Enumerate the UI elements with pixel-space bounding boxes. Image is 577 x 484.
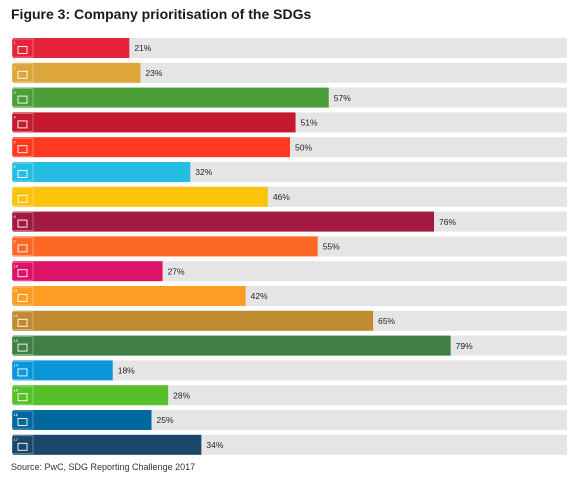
sdg-14-icon (11, 361, 34, 380)
bar-sdg-11 (13, 286, 246, 306)
sdg-13-glyph-icon (17, 343, 28, 352)
bar-value-label: 23% (145, 68, 162, 78)
sdg-12-icon (11, 311, 34, 331)
sdg-goal-number: 3 (14, 90, 17, 95)
sdg-goal-number: 15 (14, 387, 19, 392)
sdg-goal-number: 17 (14, 437, 19, 442)
bar-value-label: 32% (195, 167, 212, 177)
sdg-10-icon (11, 261, 34, 281)
sdg-6-icon (11, 162, 34, 182)
sdg-16-icon (11, 410, 34, 430)
sdg-5-icon (11, 137, 34, 157)
bar-sdg-3 (13, 87, 329, 108)
sdg-goal-number: 13 (14, 338, 19, 343)
bar-sdg-9 (13, 236, 318, 257)
sdg-17-glyph-icon (17, 442, 28, 451)
bar-value-label: 25% (157, 415, 174, 425)
bar-track-sdg-2 (13, 62, 567, 83)
bar-sdg-8 (13, 211, 435, 232)
sdg-goal-number: 12 (14, 313, 19, 318)
bar-sdg-2 (13, 62, 141, 83)
bar-sdg-1 (13, 38, 130, 58)
sdg-goal-number: 4 (14, 115, 17, 120)
source-note: Source: PwC, SDG Reporting Challenge 201… (11, 462, 196, 472)
sdg-1-icon (11, 38, 34, 58)
bar-sdg-17 (13, 434, 202, 455)
sdg-goal-number: 11 (14, 288, 19, 293)
bar-sdg-12 (13, 310, 374, 331)
bar-sdg-14 (13, 360, 113, 381)
sdg-16-glyph-icon (17, 418, 28, 426)
sdg-goal-number: 16 (14, 412, 19, 417)
bar-value-label: 27% (168, 266, 185, 276)
bar-sdg-16 (13, 410, 152, 430)
sdg-goal-number: 8 (14, 214, 17, 219)
bar-value-label: 65% (378, 316, 395, 326)
sdg-4-glyph-icon (17, 120, 28, 129)
bar-sdg-13 (13, 335, 451, 356)
sdg-11-glyph-icon (17, 294, 28, 302)
bar-value-label: 50% (295, 142, 312, 152)
sdg-15-glyph-icon (17, 393, 28, 402)
sdg-goal-number: 10 (14, 263, 19, 268)
sdg-4-icon (11, 113, 34, 132)
sdg-goal-number: 2 (14, 65, 17, 70)
bar-value-label: 76% (439, 217, 456, 227)
sdg-7-glyph-icon (17, 194, 28, 203)
bar-sdg-15 (13, 385, 169, 406)
sdg-6-glyph-icon (17, 170, 28, 178)
sdg-3-icon (11, 88, 34, 107)
sdg-17-icon (11, 435, 34, 455)
sdg-13-icon (11, 336, 34, 355)
bar-value-label: 57% (334, 93, 351, 103)
sdg-goal-number: 5 (14, 139, 17, 144)
bar-sdg-6 (13, 162, 191, 182)
sdg-15-icon (11, 385, 34, 405)
sdg-3-glyph-icon (17, 95, 28, 104)
bar-track-sdg-1 (13, 38, 567, 58)
bar-value-label: 46% (273, 192, 290, 202)
bar-value-label: 42% (251, 291, 268, 301)
bar-sdg-10 (13, 261, 163, 282)
sdg-14-glyph-icon (17, 368, 28, 377)
bar-value-label: 21% (134, 43, 151, 53)
sdg-goal-number: 14 (14, 363, 19, 368)
bar-value-label: 28% (173, 390, 190, 400)
sdg-8-icon (11, 212, 34, 231)
sdg-goal-number: 7 (14, 189, 17, 194)
chart-title: Figure 3: Company prioritisation of the … (11, 6, 312, 22)
bar-value-label: 79% (456, 341, 473, 351)
sdg-9-glyph-icon (17, 244, 28, 253)
bar-value-label: 34% (206, 440, 223, 450)
bar-value-label: 18% (118, 366, 135, 376)
bar-sdg-4 (13, 112, 296, 133)
sdg-goal-number: 1 (14, 40, 17, 45)
sdg-1-glyph-icon (17, 46, 28, 54)
sdg-8-glyph-icon (17, 219, 28, 228)
bar-sdg-5 (13, 137, 290, 158)
sdg-2-glyph-icon (17, 70, 28, 79)
sdg-goal-number: 6 (14, 164, 17, 169)
bar-track-sdg-14 (13, 360, 567, 381)
sdg-11-icon (11, 286, 34, 306)
sdg-10-glyph-icon (17, 269, 28, 278)
sdg-5-glyph-icon (17, 145, 28, 154)
bar-value-label: 51% (301, 118, 318, 128)
sdg-9-icon (11, 237, 34, 256)
sdg-7-icon (11, 187, 34, 207)
bar-sdg-7 (13, 186, 268, 207)
sdg-12-glyph-icon (17, 318, 28, 327)
bar-value-label: 55% (323, 242, 340, 252)
sdg-goal-number: 9 (14, 239, 17, 244)
sdg-2-icon (11, 63, 34, 83)
